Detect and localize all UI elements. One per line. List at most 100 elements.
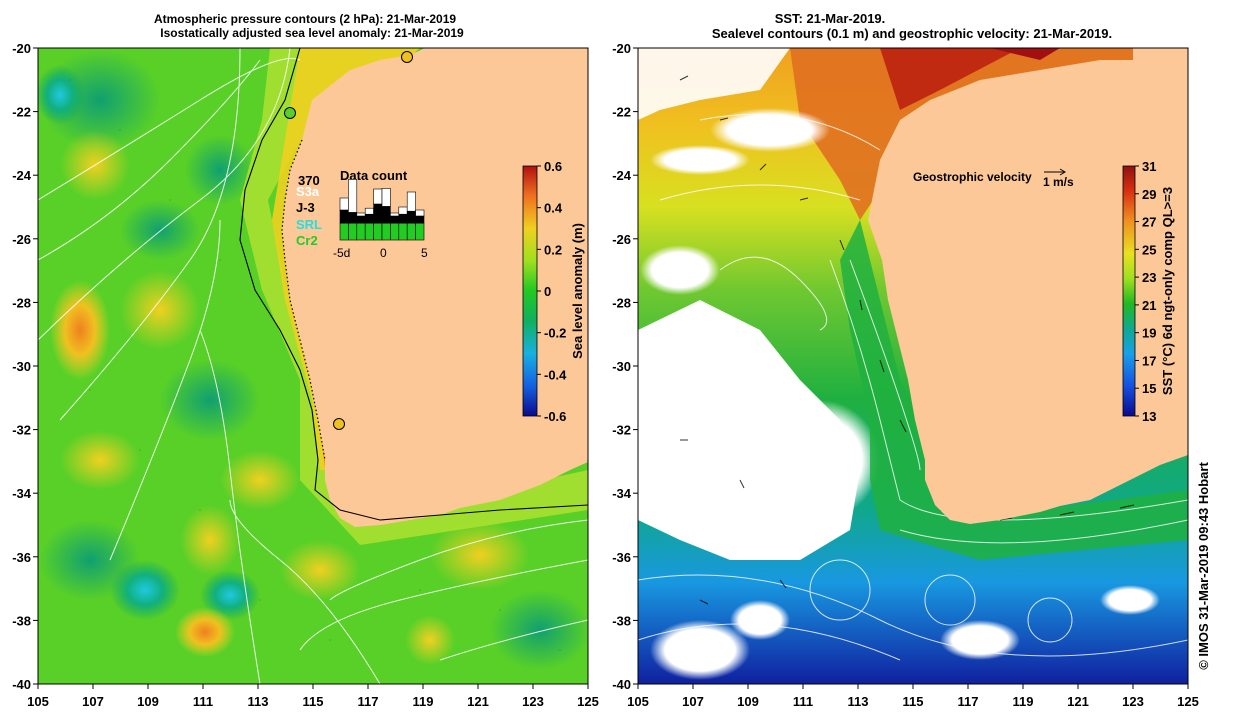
- left-lat-label: -32: [12, 423, 31, 438]
- data-count-bar-black: [398, 213, 408, 224]
- land-australia: [282, 48, 588, 527]
- right-lon-label: 105: [627, 694, 649, 709]
- velocity-legend-label: Geostrophic velocity: [913, 170, 1032, 184]
- data-count-bar-white: [398, 206, 408, 215]
- right-lat-label: -30: [612, 359, 631, 374]
- right-lon-label: 107: [682, 694, 704, 709]
- data-count-bar-green: [356, 222, 366, 241]
- right-axes: -20 -22 -24 -26 -28 -30 -32 -34 -36 -38 -40 105 107 1…: [612, 41, 1199, 709]
- right-lon-label: 125: [1177, 694, 1199, 709]
- colorbar-tick-label: 31: [1142, 159, 1156, 174]
- data-count-axis-mid: 0: [380, 246, 387, 260]
- data-count-bar-black: [381, 206, 391, 224]
- data-count-bar-black: [390, 215, 400, 224]
- data-count-bar-green: [406, 222, 416, 241]
- right-title-line2: Sealevel contours (0.1 m) and geostrophi…: [712, 26, 1112, 41]
- left-title-line2: Isostatically adjusted sea level anomaly…: [160, 26, 464, 40]
- left-lat-label: -34: [12, 486, 32, 501]
- data-count-bar-white: [406, 191, 416, 212]
- shelf-contour: [239, 48, 588, 521]
- left-lon-label: 117: [358, 694, 379, 709]
- colorbar-tick-label: -0.6: [544, 409, 566, 424]
- colorbar-tick-label: 0.4: [544, 201, 563, 216]
- sla-colorbar-label: Sea level anomaly (m): [570, 223, 585, 359]
- left-axes: -20 -22 -24 -26 -28 -30 -32 -34 -36 -38 -40 105 107 1…: [12, 41, 599, 709]
- left-lat-label: -38: [12, 613, 31, 628]
- left-lon-label: 111: [193, 694, 213, 709]
- data-count-bars: [339, 179, 425, 241]
- land-australia-sst: [868, 60, 1188, 524]
- right-lat-label: -32: [612, 423, 631, 438]
- tide-gauge-marker: [333, 418, 345, 430]
- data-count-max: 370: [298, 173, 320, 188]
- right-lat-label: -20: [612, 41, 631, 56]
- tide-gauge-marker: [284, 107, 296, 119]
- left-lat-label: -36: [12, 550, 31, 565]
- data-count-bar-black: [415, 215, 425, 224]
- left-lon-label: 121: [467, 694, 489, 709]
- left-lat-label: -24: [12, 168, 32, 183]
- sla-colorbar: [522, 165, 538, 417]
- colorbar-tick-label: 0.2: [544, 242, 562, 257]
- mission-s3a: S3a: [296, 184, 320, 199]
- right-lat-label: -22: [612, 105, 631, 120]
- data-count-bar-black: [406, 210, 416, 224]
- left-lat-label: -22: [12, 105, 31, 120]
- left-lon-label: 123: [522, 694, 544, 709]
- colorbar-tick-label: 19: [1142, 326, 1156, 341]
- data-count-bar-green: [390, 222, 400, 241]
- colorbar-tick-label: 25: [1142, 242, 1156, 257]
- data-count-bar-white: [348, 179, 358, 213]
- right-lat-label: -38: [612, 613, 631, 628]
- left-lon-label: 119: [413, 694, 434, 709]
- data-count-bar-white: [390, 212, 400, 217]
- data-count-bar-white: [381, 188, 391, 207]
- data-count-bar-black: [348, 212, 358, 224]
- mission-j3: J-3: [296, 200, 315, 215]
- right-lat-label: -34: [612, 486, 632, 501]
- right-lat-label: -36: [612, 550, 631, 565]
- data-count-bar-white: [339, 197, 349, 211]
- left-lon-label: 109: [137, 694, 159, 709]
- right-lon-label: 121: [1067, 694, 1089, 709]
- left-lon-label: 113: [248, 694, 269, 709]
- mission-srl: SRL: [296, 217, 322, 232]
- data-count-bar-white: [364, 207, 374, 215]
- right-lat-label: -28: [612, 295, 631, 310]
- data-count-bar-white: [356, 212, 366, 217]
- mission-cr2: Cr2: [296, 233, 318, 248]
- right-title-line1: SST: 21-Mar-2019.: [775, 11, 886, 26]
- right-lat-label: -26: [612, 232, 631, 247]
- sst-colorbar-label: SST (°C) 6d ngt-only comp QL>=3: [1160, 187, 1175, 395]
- right-lon-label: 111: [793, 694, 813, 709]
- data-count-axis-end: 5: [421, 246, 428, 260]
- right-lat-label: -24: [612, 168, 632, 183]
- colorbar-tick-label: -0.2: [544, 326, 566, 341]
- data-count-bar-green: [373, 222, 383, 241]
- left-lon-label: 107: [82, 694, 104, 709]
- colorbar-tick-label: 13: [1142, 409, 1156, 424]
- left-lon-label: 115: [303, 694, 324, 709]
- right-lon-label: 123: [1122, 694, 1144, 709]
- data-count-bar-black: [356, 215, 366, 224]
- data-count-bar-green: [381, 222, 391, 241]
- credit-text: © IMOS 31-Mar-2019 09:43 Hobart: [1196, 462, 1211, 670]
- colorbar-tick-label: 17: [1142, 353, 1156, 368]
- colorbar-tick-label: -0.4: [544, 367, 567, 382]
- sst-colorbar-ticks: 31 29 27 25 23 21 19 17 15 13: [1135, 159, 1156, 424]
- data-count-bar-black: [339, 209, 349, 224]
- right-lon-label: 117: [958, 694, 979, 709]
- velocity-scale-value: 1 m/s: [1043, 175, 1074, 189]
- left-lon-label: 125: [577, 694, 599, 709]
- data-count-bar-green: [339, 222, 349, 241]
- data-count-bar-green: [364, 222, 374, 241]
- left-lat-label: -40: [12, 677, 31, 692]
- data-count-bar-black: [364, 213, 374, 224]
- colorbar-tick-label: 15: [1142, 381, 1156, 396]
- left-lat-label: -20: [12, 41, 31, 56]
- left-lat-label: -28: [12, 295, 31, 310]
- left-title-line1: Atmospheric pressure contours (2 hPa): 2…: [154, 12, 456, 26]
- sla-colorbar-ticks: 0.6 0.4 0.2 0 -0.2 -0.4 -0.6: [537, 159, 567, 424]
- colorbar-tick-label: 27: [1142, 215, 1156, 230]
